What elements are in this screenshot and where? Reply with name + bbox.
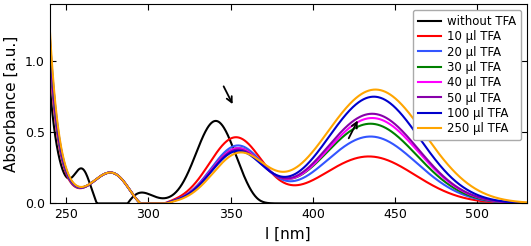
X-axis label: l [nm]: l [nm] — [266, 227, 311, 242]
100 µl TFA — [419, 140, 425, 143]
40 µl TFA — [240, 148, 246, 151]
40 µl TFA — [374, 117, 381, 120]
10 µl TFA — [138, 202, 144, 205]
without TFA — [240, 172, 246, 175]
30 µl TFA — [524, 202, 530, 205]
10 µl TFA — [46, 52, 53, 55]
50 µl TFA — [240, 149, 246, 152]
10 µl TFA — [419, 178, 425, 181]
without TFA — [257, 199, 263, 202]
10 µl TFA — [257, 157, 263, 160]
40 µl TFA — [95, 176, 101, 179]
50 µl TFA — [138, 202, 144, 205]
20 µl TFA — [524, 202, 530, 205]
30 µl TFA — [138, 202, 144, 205]
250 µl TFA — [374, 88, 381, 91]
Line: 30 µl TFA: 30 µl TFA — [49, 42, 527, 203]
40 µl TFA — [138, 202, 144, 205]
without TFA — [524, 202, 530, 205]
50 µl TFA — [374, 113, 381, 116]
30 µl TFA — [46, 41, 53, 44]
250 µl TFA — [95, 176, 101, 179]
Line: 10 µl TFA: 10 µl TFA — [49, 54, 527, 203]
50 µl TFA — [524, 202, 530, 205]
Line: 40 µl TFA: 40 µl TFA — [49, 40, 527, 203]
50 µl TFA — [95, 176, 101, 179]
10 µl TFA — [524, 202, 530, 205]
20 µl TFA — [419, 166, 425, 169]
100 µl TFA — [240, 150, 246, 153]
10 µl TFA — [95, 176, 101, 179]
100 µl TFA — [257, 162, 263, 165]
20 µl TFA — [46, 45, 53, 48]
without TFA — [419, 202, 425, 205]
100 µl TFA — [524, 201, 530, 204]
30 µl TFA — [374, 123, 381, 126]
10 µl TFA — [427, 183, 434, 186]
40 µl TFA — [524, 202, 530, 205]
Line: 100 µl TFA: 100 µl TFA — [49, 32, 527, 203]
100 µl TFA — [138, 202, 144, 205]
without TFA — [46, 82, 53, 85]
100 µl TFA — [95, 176, 101, 179]
30 µl TFA — [257, 161, 263, 164]
100 µl TFA — [46, 31, 53, 34]
250 µl TFA — [46, 24, 53, 27]
without TFA — [94, 202, 100, 205]
Line: without TFA: without TFA — [49, 84, 527, 203]
Line: 50 µl TFA: 50 µl TFA — [49, 38, 527, 203]
20 µl TFA — [427, 173, 434, 176]
without TFA — [374, 202, 381, 205]
30 µl TFA — [427, 168, 434, 171]
40 µl TFA — [419, 155, 425, 158]
Legend: without TFA, 10 µl TFA, 20 µl TFA, 30 µl TFA, 40 µl TFA, 50 µl TFA, 100 µl TFA, : without TFA, 10 µl TFA, 20 µl TFA, 30 µl… — [413, 10, 521, 140]
20 µl TFA — [138, 202, 144, 205]
30 µl TFA — [240, 147, 246, 150]
Line: 20 µl TFA: 20 µl TFA — [49, 47, 527, 203]
Y-axis label: Absorbance [a.u.]: Absorbance [a.u.] — [4, 36, 19, 172]
50 µl TFA — [427, 162, 434, 165]
250 µl TFA — [419, 129, 425, 132]
30 µl TFA — [419, 159, 425, 162]
without TFA — [96, 202, 102, 205]
250 µl TFA — [240, 151, 246, 154]
without TFA — [427, 202, 434, 205]
100 µl TFA — [374, 96, 381, 99]
10 µl TFA — [240, 138, 246, 141]
Line: 250 µl TFA: 250 µl TFA — [49, 25, 527, 203]
40 µl TFA — [46, 38, 53, 41]
30 µl TFA — [95, 176, 101, 179]
100 µl TFA — [427, 152, 434, 155]
250 µl TFA — [524, 201, 530, 204]
20 µl TFA — [95, 176, 101, 179]
50 µl TFA — [419, 152, 425, 155]
20 µl TFA — [257, 159, 263, 162]
10 µl TFA — [374, 156, 381, 159]
40 µl TFA — [427, 164, 434, 167]
50 µl TFA — [46, 37, 53, 40]
250 µl TFA — [138, 202, 144, 205]
50 µl TFA — [257, 161, 263, 164]
250 µl TFA — [427, 141, 434, 144]
20 µl TFA — [374, 136, 381, 139]
20 µl TFA — [240, 145, 246, 148]
250 µl TFA — [257, 160, 263, 163]
40 µl TFA — [257, 161, 263, 164]
